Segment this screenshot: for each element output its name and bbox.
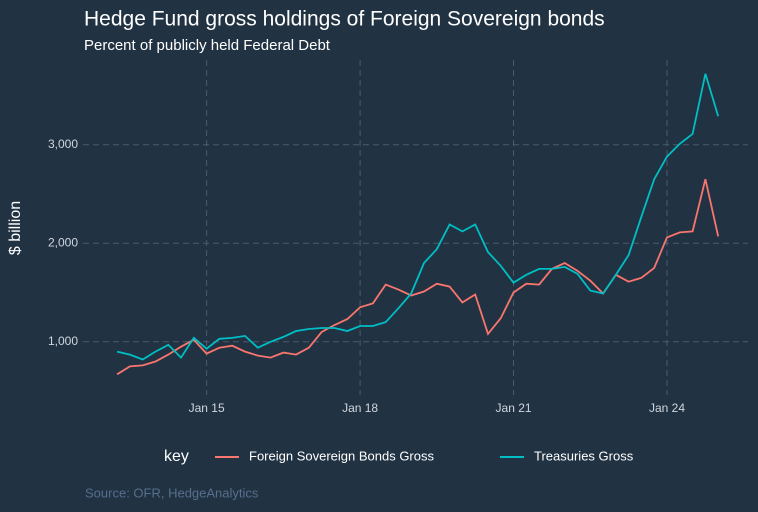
chart-title: Hedge Fund gross holdings of Foreign Sov… — [84, 8, 605, 31]
y-axis-label: $ billion — [7, 201, 24, 255]
x-tick-label: Jan 15 — [189, 401, 225, 415]
y-tick-label: 3,000 — [48, 137, 78, 151]
legend-label: Foreign Sovereign Bonds Gross — [249, 448, 434, 463]
series-line — [116, 178, 720, 376]
source: Source: OFR, HedgeAnalytics — [85, 485, 259, 500]
x-tick-label: Jan 24 — [649, 401, 685, 415]
x-tick-label: Jan 21 — [496, 401, 532, 415]
legend-title: key — [164, 448, 189, 465]
series-line — [116, 73, 720, 361]
chart-subtitle: Percent of publicly held Federal Debt — [84, 37, 331, 54]
legend-label: Treasuries Gross — [534, 448, 634, 463]
x-tick-label: Jan 18 — [342, 401, 378, 415]
y-tick-label: 2,000 — [48, 235, 78, 249]
y-tick-label: 1,000 — [48, 334, 78, 348]
